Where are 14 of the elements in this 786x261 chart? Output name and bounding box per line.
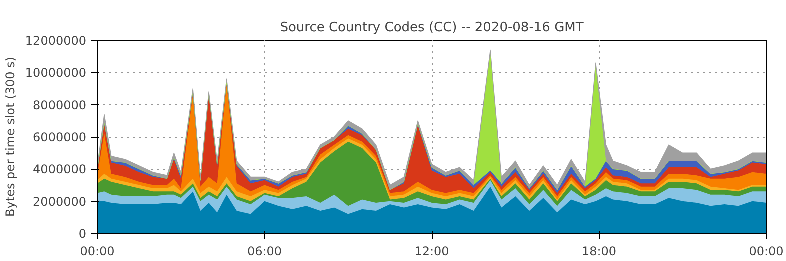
- x-tick-label: 12:00: [414, 244, 450, 258]
- y-axis-title: Bytes per time slot (300 s): [3, 57, 18, 217]
- x-tick-label: 06:00: [247, 244, 282, 258]
- y-tick-label: 8000000: [33, 98, 87, 112]
- x-tick-label: 00:00: [749, 244, 784, 258]
- y-tick-label: 12000000: [25, 34, 86, 48]
- y-tick-label: 0: [78, 227, 87, 241]
- y-tick-label: 6000000: [33, 130, 87, 144]
- x-tick-label: 18:00: [582, 244, 617, 258]
- x-tick-label: 00:00: [80, 244, 115, 258]
- y-tick-label: 4000000: [33, 162, 87, 177]
- y-tick-label: 2000000: [33, 194, 87, 209]
- chart-title: Source Country Codes (CC) -- 2020-08-16 GMT: [280, 20, 584, 36]
- y-tick-label: 10000000: [25, 66, 86, 80]
